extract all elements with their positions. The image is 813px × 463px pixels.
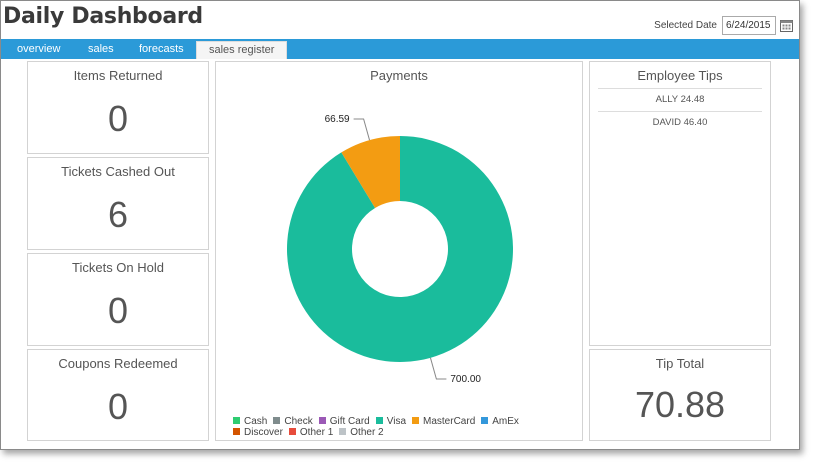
legend-item-cash[interactable]: Cash	[233, 416, 267, 427]
legend-item-other-2[interactable]: Other 2	[339, 427, 384, 438]
date-selector: Selected Date	[654, 16, 793, 35]
tickets-cashed-out-value: 6	[107, 194, 129, 235]
employee-tips-title: Employee Tips	[637, 68, 723, 83]
legend-swatch	[375, 417, 383, 424]
legend-item-amex[interactable]: AmEx	[481, 416, 519, 427]
tickets-on-hold-value: 0	[107, 290, 129, 331]
legend-swatch	[412, 417, 420, 424]
page-title: Daily Dashboard	[3, 4, 203, 29]
tickets-cashed-out-title: Tickets Cashed Out	[61, 164, 175, 179]
tab-sales[interactable]: sales	[88, 43, 114, 55]
calendar-icon[interactable]	[780, 19, 793, 32]
employee-tip-row: ALLY 24.48	[598, 88, 762, 111]
legend-label: Discover	[244, 427, 283, 438]
tickets-on-hold-title: Tickets On Hold	[72, 260, 164, 275]
employee-tips-list: ALLY 24.48 DAVID 46.40	[598, 88, 762, 134]
tab-sales-register[interactable]: sales register	[196, 41, 288, 59]
legend-label: Cash	[244, 416, 268, 427]
donut-slice-mastercard[interactable]	[341, 136, 400, 208]
legend-item-check[interactable]: Check	[273, 416, 313, 427]
legend-label: Other 1	[299, 427, 334, 438]
payments-donut-chart: 700.00 66.59	[287, 114, 513, 385]
coupons-redeemed-card: Coupons Redeemed 0	[27, 349, 209, 441]
tip-total-card: Tip Total 70.88	[589, 349, 771, 441]
date-input[interactable]	[722, 16, 776, 35]
payments-card: Payments 700.00 66.59 Cash Check Gift Card V…	[215, 61, 583, 441]
legend-swatch	[233, 417, 240, 424]
items-returned-value: 0	[107, 98, 129, 139]
legend-swatch	[481, 417, 489, 424]
legend-item-mastercard[interactable]: MasterCard	[412, 416, 475, 427]
tab-overview[interactable]: overview	[17, 43, 61, 55]
items-returned-card: Items Returned 0	[27, 61, 209, 154]
legend-label: MasterCard	[423, 416, 476, 427]
legend-label: Other 2	[350, 427, 384, 438]
employee-tip-row: DAVID 46.40	[598, 111, 762, 134]
tickets-on-hold-card: Tickets On Hold 0	[27, 253, 209, 346]
donut-leader-line	[429, 357, 447, 380]
legend-label: Gift Card	[329, 416, 370, 427]
legend-swatch	[288, 428, 296, 435]
tab-forecasts[interactable]: forecasts	[139, 43, 184, 55]
legend-item-gift-card[interactable]: Gift Card	[318, 416, 370, 427]
tab-bar: overview sales forecasts sales register	[1, 39, 799, 59]
legend-item-discover[interactable]: Discover	[233, 427, 283, 438]
legend-item-other-1[interactable]: Other 1	[288, 427, 334, 438]
legend-swatch	[273, 417, 281, 424]
dashboard-window: Daily Dashboard Selected Date overview s…	[0, 0, 800, 450]
date-label: Selected Date	[654, 20, 717, 31]
legend-item-visa[interactable]: Visa	[375, 416, 407, 427]
legend-label: Check	[284, 416, 313, 427]
donut-leader-line	[353, 118, 371, 141]
legend-swatch	[339, 428, 347, 435]
payments-chart-title: Payments	[370, 68, 428, 83]
legend-swatch	[318, 417, 326, 424]
donut-data-label: 66.59	[325, 114, 350, 125]
donut-data-label: 700.00	[450, 374, 481, 385]
tickets-cashed-out-card: Tickets Cashed Out 6	[27, 157, 209, 250]
tip-total-title: Tip Total	[655, 356, 705, 371]
payments-legend: Cash Check Gift Card Visa MasterCard AmEx Disc…	[233, 416, 573, 438]
employee-tips-card: Employee Tips ALLY 24.48 DAVID 46.40	[589, 61, 771, 346]
coupons-redeemed-title: Coupons Redeemed	[58, 356, 178, 371]
legend-label: Visa	[386, 416, 407, 427]
tip-total-value: 70.88	[634, 384, 726, 425]
coupons-redeemed-value: 0	[107, 386, 129, 427]
legend-label: AmEx	[492, 416, 519, 427]
items-returned-title: Items Returned	[73, 68, 163, 83]
legend-swatch	[233, 428, 240, 435]
donut-slice-visa[interactable]	[287, 136, 513, 362]
